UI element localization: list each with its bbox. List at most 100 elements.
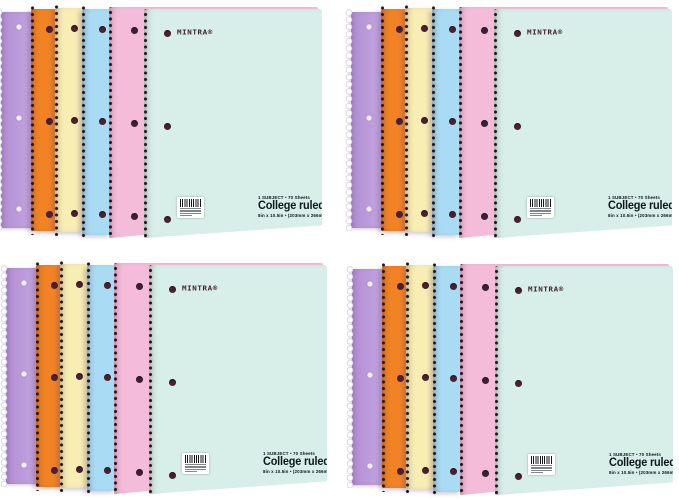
barcode-text-line [185, 466, 206, 468]
product-photo: MINTRA® 1 SUBJECT • 70 Sheets College ru… [343, 3, 679, 243]
punch-hole [449, 375, 457, 382]
notebook-mint-front-cover: MINTRA® 1 SUBJECT • 70 Sheets College ru… [149, 265, 327, 494]
spiral-coil-icon [494, 9, 500, 238]
punch-hole [70, 117, 78, 124]
barcode-icon [177, 197, 204, 218]
punch-hole [367, 372, 373, 378]
ruling-text: College ruled [263, 455, 330, 468]
punch-hole [168, 379, 176, 386]
punch-hole [367, 463, 373, 469]
punch-hole [420, 25, 428, 32]
barcode-icon [527, 197, 554, 218]
punch-hole [448, 211, 456, 218]
punch-hole [16, 115, 22, 121]
spiral-coil-icon [430, 262, 439, 496]
punch-hole [75, 466, 83, 473]
brand-logo: MINTRA® [182, 284, 218, 293]
notebook-stack: MINTRA® 1 SUBJECT • 70 Sheets College ru… [343, 3, 679, 243]
spiral-coil-icon [403, 261, 412, 493]
punch-hole [396, 118, 403, 125]
spiral-coil-icon [52, 4, 61, 236]
spiral-coil-icon [0, 265, 11, 487]
punch-hole [480, 213, 488, 220]
punch-hole [21, 371, 27, 377]
punch-hole [163, 123, 171, 130]
punch-hole [513, 30, 521, 37]
product-photo: MINTRA® 1 SUBJECT • 70 Sheets College ru… [0, 3, 330, 243]
subject-sheets-text: 1 SUBJECT • 70 Sheets [608, 195, 660, 201]
barcode-text-line [530, 208, 551, 210]
brand-logo: MINTRA® [528, 285, 564, 294]
punch-hole [421, 282, 429, 289]
barcode-text-line [531, 465, 552, 467]
barcode-stripes [185, 455, 206, 463]
punch-hole [366, 24, 372, 30]
spiral-coil-icon [0, 9, 6, 231]
barcode-text-line [180, 212, 201, 214]
punch-hole [397, 375, 404, 382]
punch-hole [397, 468, 404, 475]
punch-hole [70, 210, 78, 217]
product-photo: MINTRA® 1 SUBJECT • 70 Sheets College ru… [0, 259, 335, 499]
brand-logo: MINTRA® [527, 28, 563, 37]
punch-hole [513, 123, 521, 130]
notebook-blue [430, 262, 462, 496]
punch-hole [51, 282, 58, 289]
punch-hole [366, 115, 372, 121]
punch-hole [481, 470, 489, 477]
punch-hole [46, 118, 53, 125]
spiral-coil-icon [144, 9, 150, 238]
punch-hole [135, 469, 143, 476]
spiral-coil-icon [459, 7, 465, 238]
barcode-text-line [531, 469, 552, 471]
punch-hole [480, 27, 488, 34]
subject-sheets-text: 1 SUBJECT • 70 Sheets [609, 452, 661, 458]
notebook-blue [429, 5, 461, 239]
punch-hole [163, 216, 171, 223]
punch-hole [367, 281, 373, 287]
barcode-stripes [180, 199, 201, 207]
notebook-stack: MINTRA® 1 SUBJECT • 70 Sheets College ru… [344, 260, 679, 500]
punch-hole [514, 287, 522, 294]
punch-hole [51, 467, 58, 474]
punch-hole [397, 283, 404, 290]
punch-hole [449, 468, 457, 475]
punch-hole [103, 467, 111, 474]
punch-hole [46, 26, 53, 33]
punch-hole [103, 374, 111, 381]
subject-sheets-text: 1 SUBJECT • 70 Sheets [263, 451, 315, 457]
product-photo: MINTRA® 1 SUBJECT • 70 Sheets College ru… [344, 260, 679, 500]
punch-hole [514, 473, 522, 480]
ruling-text: College ruled [609, 456, 676, 469]
notebook-blue [84, 261, 116, 495]
dimensions-text: 8in x 10.5in • (203mm x 266mm) [263, 468, 334, 474]
punch-hole [514, 380, 522, 387]
punch-hole [420, 117, 428, 124]
spiral-coil-icon [495, 266, 501, 495]
spiral-coil-icon [344, 266, 357, 488]
punch-hole [481, 284, 489, 291]
punch-hole [98, 211, 106, 218]
spiral-coil-icon [79, 5, 88, 239]
punch-hole [21, 280, 27, 286]
ruling-text: College ruled [608, 199, 675, 212]
spiral-coil-icon [114, 263, 120, 494]
barcode-text-line [530, 214, 542, 217]
dimensions-text: 8in x 10.5in • (203mm x 266mm) [608, 212, 679, 218]
punch-hole [16, 206, 22, 212]
spiral-coil-icon [402, 4, 411, 236]
punch-hole [51, 374, 58, 381]
punch-hole [46, 211, 53, 218]
spiral-coil-icon [378, 5, 387, 235]
punch-hole [420, 210, 428, 217]
punch-hole [75, 281, 83, 288]
notebook-stack: MINTRA® 1 SUBJECT • 70 Sheets College ru… [0, 3, 330, 243]
spiral-coil-icon [460, 264, 466, 495]
spiral-coil-icon [343, 9, 356, 231]
punch-hole [366, 206, 372, 212]
punch-hole [481, 377, 489, 384]
barcode-text-line [531, 471, 543, 474]
punch-hole [130, 27, 138, 34]
punch-hole [449, 283, 457, 290]
